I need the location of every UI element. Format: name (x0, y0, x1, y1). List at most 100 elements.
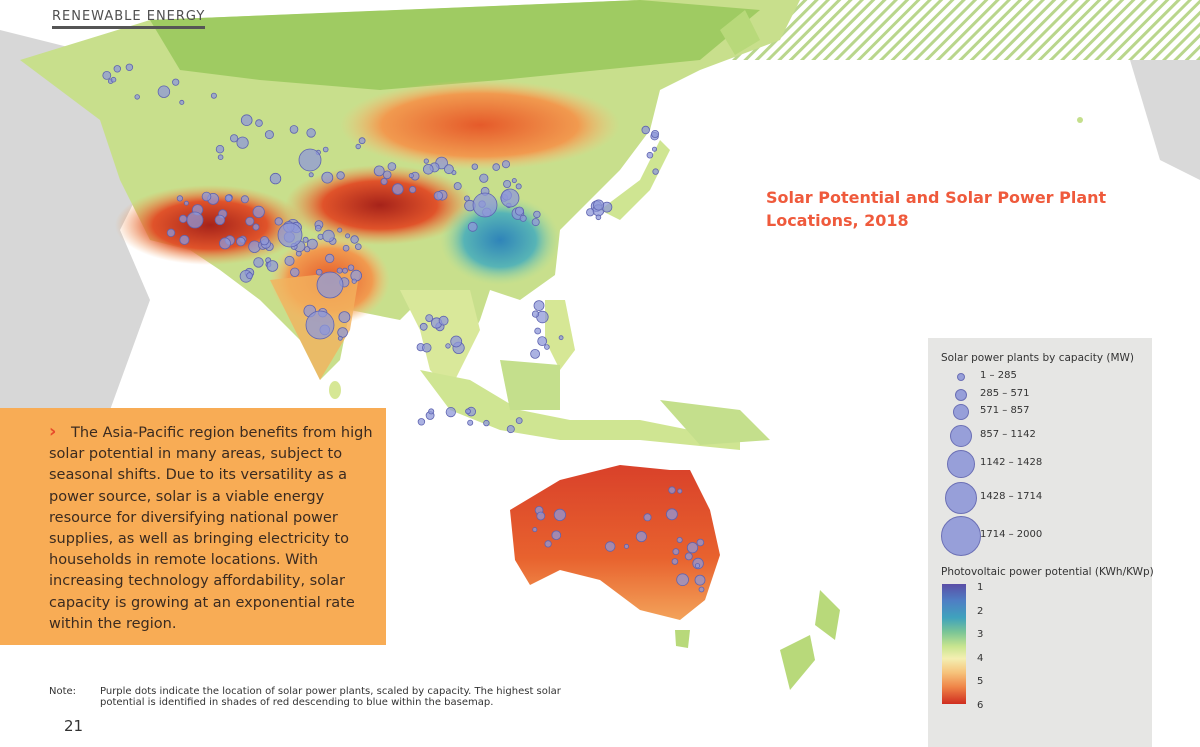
solar-plant-dot (166, 228, 176, 237)
solar-plant-dot (553, 508, 567, 522)
solar-plant-dot (506, 425, 515, 434)
se-asia-land (400, 290, 480, 390)
solar-plant-dot (479, 173, 489, 183)
solar-plant-dot (314, 224, 322, 232)
new-guinea-land (660, 400, 770, 445)
solar-plant-dot (387, 162, 397, 171)
solar-plant-dot (676, 573, 689, 586)
solar-plant-dot (224, 194, 233, 203)
solar-plant-dot (694, 563, 701, 569)
solar-plant-dot (483, 419, 490, 427)
capacity-legend-label: 571 – 857 (980, 405, 1030, 416)
solar-plant-dot (467, 221, 478, 232)
solar-plant-dot (236, 136, 249, 149)
solar-plant-dot (302, 236, 309, 243)
solar-plant-dot (336, 171, 345, 180)
solar-plant-dot (284, 255, 295, 266)
solar-plant-dot (519, 214, 527, 222)
potential-legend-tick: 2 (977, 605, 984, 617)
solar-plant-dot (236, 236, 246, 247)
japan-north (720, 10, 760, 55)
solar-plant-dot (635, 531, 647, 543)
tibet-red (285, 165, 475, 245)
australia-land (510, 465, 720, 620)
solar-plant-dot (230, 134, 239, 143)
solar-plant-dot (515, 206, 525, 216)
solar-plant-dot (408, 186, 417, 194)
solar-plant-dot (643, 513, 652, 522)
solar-plant-dot (245, 216, 255, 226)
solar-plant-dot (358, 137, 366, 145)
solar-plant-dot (274, 217, 283, 226)
note-text: Purple dots indicate the location of sol… (100, 686, 561, 708)
solar-plant-dot (533, 300, 545, 312)
solar-plant-dot (240, 195, 249, 204)
solar-plant-dot (179, 234, 190, 245)
solar-plant-dot (438, 315, 449, 326)
solar-plant-dot (305, 310, 335, 340)
solar-plant-dot (624, 543, 630, 549)
solar-plant-dot (342, 267, 348, 274)
capacity-legend-label: 857 – 1142 (980, 429, 1036, 440)
solar-plant-dot (605, 541, 616, 552)
solar-plant-dot (315, 268, 323, 276)
solar-plant-dot (351, 278, 357, 284)
capacity-legend-label: 1714 – 2000 (980, 529, 1043, 540)
solar-plant-dot (337, 227, 343, 233)
solar-plant-dot (172, 78, 180, 86)
note-label: Note: (49, 686, 77, 697)
solar-plant-dot (471, 163, 478, 170)
solar-plant-dot (347, 264, 355, 271)
solar-plant-dot (183, 200, 189, 206)
solar-plant-dot (422, 164, 434, 175)
solar-plant-dot (179, 99, 185, 105)
solar-plant-dot (253, 257, 264, 268)
chevron-right-icon: › (49, 421, 57, 442)
solar-plant-dot (322, 146, 329, 153)
solar-plant-dot (408, 173, 414, 179)
map-title: Solar Potential and Solar Power Plant Lo… (766, 188, 1107, 230)
solar-plant-dot (264, 130, 274, 140)
solar-plant-dot (443, 164, 454, 175)
solar-plant-dot (125, 63, 134, 71)
solar-plant-dot (668, 486, 676, 494)
solar-plant-dot (289, 125, 299, 134)
gobi-orange (340, 80, 620, 170)
solar-plant-dot (641, 125, 650, 135)
new-zealand-south (780, 635, 815, 690)
capacity-legend-label: 285 – 571 (980, 388, 1030, 399)
solar-plant-dot (445, 406, 456, 418)
solar-plant-dot (380, 177, 388, 185)
solar-plant-dot (345, 233, 351, 239)
solar-plant-dot (252, 205, 265, 218)
solar-plant-dot (433, 191, 444, 201)
siberia-green (150, 0, 760, 90)
capacity-legend-label: 1 – 285 (980, 370, 1017, 381)
description-box: › The Asia-Pacific region benefits from … (0, 408, 386, 645)
solar-plant-dot (423, 158, 429, 164)
solar-plant-dot (306, 128, 316, 138)
solar-plant-dot (419, 322, 428, 331)
solar-plant-dot (684, 552, 693, 561)
capacity-legend-label: 1142 – 1428 (980, 457, 1043, 468)
capacity-legend-circle (945, 482, 977, 514)
capacity-legend-circle (947, 450, 975, 478)
solar-plant-dot (266, 260, 279, 272)
potential-legend-tick: 3 (977, 629, 984, 640)
solar-plant-dot (501, 160, 510, 169)
solar-plant-dot (382, 170, 392, 180)
solar-plant-dot (219, 237, 231, 250)
capacity-legend-circle (941, 516, 981, 556)
solar-plant-dot (259, 236, 270, 246)
solar-plant-dot (176, 195, 183, 202)
japan-land (600, 140, 670, 220)
island-hawaii (1077, 117, 1083, 123)
sri-lanka-land (329, 381, 341, 399)
solar-plant-dot (322, 229, 335, 243)
capacity-legend-circle (950, 425, 972, 447)
solar-plant-dot (298, 148, 322, 172)
solar-plant-dot (500, 188, 520, 208)
solar-plant-dot (417, 418, 426, 426)
solar-plant-dot (445, 343, 451, 349)
